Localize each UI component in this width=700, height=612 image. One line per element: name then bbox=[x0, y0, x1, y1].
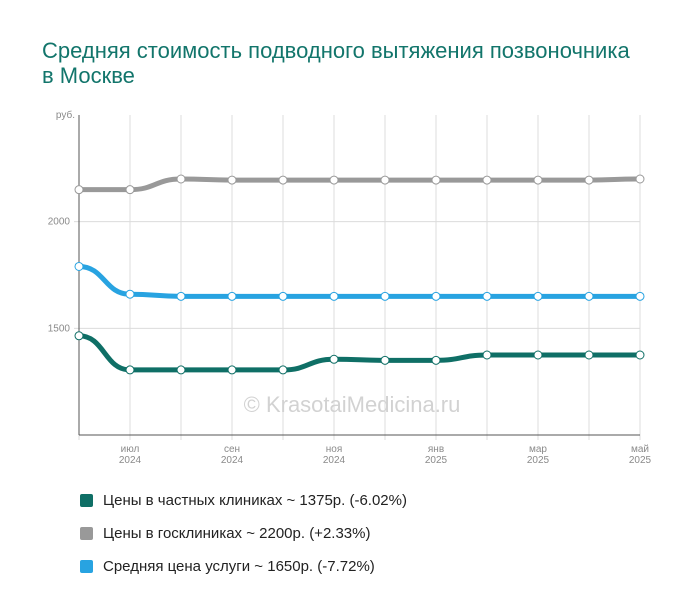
data-point bbox=[227, 291, 237, 301]
legend-label: Цены в госклиниках ~ 2200р. (+2.33%) bbox=[103, 525, 371, 542]
data-point bbox=[74, 261, 84, 271]
y-unit-label: руб. bbox=[56, 109, 75, 121]
data-point bbox=[74, 331, 84, 341]
data-point bbox=[125, 365, 135, 375]
legend-item-public[interactable]: Цены в госклиниках ~ 2200р. (+2.33%) bbox=[80, 517, 407, 550]
data-point bbox=[584, 175, 594, 185]
data-point bbox=[329, 175, 339, 185]
data-point bbox=[74, 185, 84, 195]
data-point bbox=[227, 365, 237, 375]
data-point bbox=[431, 175, 441, 185]
data-point bbox=[380, 291, 390, 301]
data-point bbox=[380, 175, 390, 185]
data-point bbox=[176, 365, 186, 375]
x-tick-label: мар 2025 bbox=[527, 444, 550, 466]
data-point bbox=[176, 291, 186, 301]
legend-item-private[interactable]: Цены в частных клиниках ~ 1375р. (-6.02%… bbox=[80, 484, 407, 517]
legend-swatch bbox=[80, 527, 93, 540]
data-point bbox=[533, 350, 543, 360]
x-tick-label: ноя 2024 bbox=[323, 444, 346, 466]
data-point bbox=[227, 175, 237, 185]
y-tick-label: 2000 bbox=[48, 217, 71, 228]
legend-swatch bbox=[80, 560, 93, 573]
data-point bbox=[482, 291, 492, 301]
data-point bbox=[584, 350, 594, 360]
x-tick-label: янв 2025 bbox=[425, 444, 448, 466]
legend-swatch bbox=[80, 494, 93, 507]
data-point bbox=[431, 355, 441, 365]
data-point bbox=[329, 354, 339, 364]
watermark-text: © KrasotaiMedicina.ru bbox=[244, 392, 461, 417]
line-chart: 2000 1500 руб. июл 2024 сен 2024 ноя 2024 янв 2025… bbox=[48, 109, 652, 466]
data-point bbox=[482, 350, 492, 360]
data-point bbox=[278, 175, 288, 185]
series-line bbox=[76, 176, 643, 193]
legend-label: Цены в частных клиниках ~ 1375р. (-6.02%… bbox=[103, 492, 407, 509]
data-point bbox=[176, 174, 186, 184]
data-point bbox=[533, 175, 543, 185]
y-tick-label: 1500 bbox=[48, 323, 71, 334]
chart-title: Средняя стоимость подводного вытяжения п… bbox=[42, 38, 630, 88]
data-point bbox=[635, 350, 645, 360]
data-point bbox=[278, 365, 288, 375]
data-point bbox=[125, 289, 135, 299]
data-point bbox=[278, 291, 288, 301]
data-point bbox=[635, 174, 645, 184]
legend-label: Средняя цена услуги ~ 1650р. (-7.72%) bbox=[103, 558, 375, 575]
data-point bbox=[125, 185, 135, 195]
data-point bbox=[329, 291, 339, 301]
data-point bbox=[482, 175, 492, 185]
x-tick-label: сен 2024 bbox=[221, 444, 244, 466]
data-point bbox=[380, 355, 390, 365]
legend: Цены в частных клиниках ~ 1375р. (-6.02%… bbox=[80, 484, 407, 583]
data-point bbox=[584, 291, 594, 301]
data-point bbox=[431, 291, 441, 301]
series-line bbox=[76, 333, 643, 373]
series-line bbox=[76, 263, 643, 299]
legend-item-average[interactable]: Средняя цена услуги ~ 1650р. (-7.72%) bbox=[80, 550, 407, 583]
data-point bbox=[533, 291, 543, 301]
data-point bbox=[635, 291, 645, 301]
x-tick-label: май 2025 bbox=[629, 444, 652, 466]
x-tick-label: июл 2024 bbox=[119, 444, 142, 466]
